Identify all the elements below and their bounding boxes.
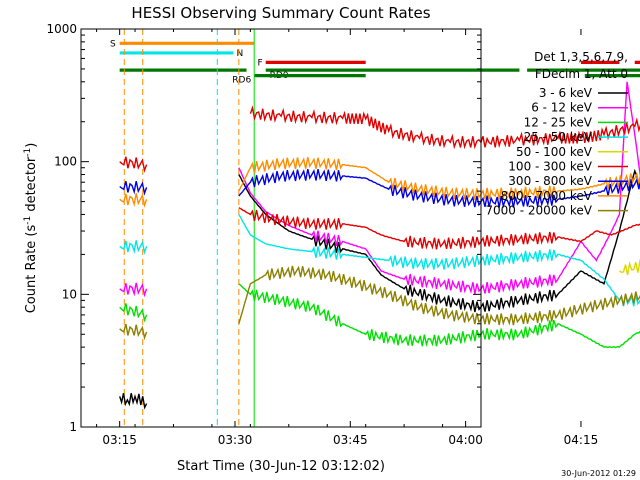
legend-header-1: Det 1,3,5,6,7,9, — [534, 50, 628, 64]
series-7000-20000-kev — [238, 265, 640, 326]
footer-timestamp: 30-Jun-2012 01:29 — [561, 469, 636, 478]
series-6-12-kev — [238, 81, 640, 295]
flag-label-n: N — [236, 49, 243, 59]
flag-label-rd6: RD6 — [232, 76, 251, 86]
legend-entry-label: 100 - 300 keV — [508, 160, 592, 174]
chart-title: HESSI Observing Summary Count Rates — [131, 4, 430, 22]
x-tick-label: 03:45 — [333, 433, 368, 447]
series-800-7000-kev — [119, 193, 148, 208]
attenuator-markers — [123, 29, 255, 427]
y-tick-label: 100 — [54, 155, 77, 169]
y-axis-label: Count Rate (s-1 detector-1) — [23, 143, 39, 314]
flag-bars: SNFRD0RD6 — [110, 39, 640, 86]
legend-header-2: FDecim 1, Att 0 — [535, 67, 628, 81]
legend-entry-label: 12 - 25 keV — [524, 115, 593, 129]
y-tick-label: 1000 — [46, 22, 77, 36]
x-tick-label: 04:00 — [448, 433, 483, 447]
series-25-50-kev — [119, 240, 148, 255]
flag-label-s: S — [110, 39, 116, 49]
y-axis-ticks: 1 10 100 1000 — [46, 22, 481, 434]
series-300-800-kev — [238, 168, 640, 209]
series-6-12-kev — [119, 282, 148, 298]
series-100-300-kev — [238, 207, 640, 250]
legend-entry-label: 3 - 6 keV — [539, 86, 593, 100]
series-12-25-kev — [119, 303, 148, 323]
y-tick-label: 10 — [62, 287, 77, 301]
series-100-300-kev — [119, 156, 148, 173]
legend-entry-label: 25 - 50 keV — [524, 130, 593, 144]
legend-entry-label: 50 - 100 keV — [516, 145, 593, 159]
legend-entry-label: 6 - 12 keV — [531, 101, 593, 115]
legend-entry-label: 300 - 800 keV — [508, 174, 592, 188]
x-tick-label: 03:15 — [102, 433, 137, 447]
x-axis-label: Start Time (30-Jun-12 03:12:02) — [177, 459, 385, 474]
legend-entry-label: 7000 - 20000 keV — [485, 204, 592, 218]
x-tick-label: 03:30 — [218, 433, 253, 447]
series-300-800-kev — [119, 180, 148, 196]
series-3-6-kev — [238, 168, 640, 313]
series-50-100-kev — [619, 258, 640, 276]
legend-entry-label: 800 - 7000 keV — [501, 189, 593, 203]
series-7000-20000-kev — [119, 323, 148, 341]
plot-frame — [80, 28, 482, 428]
series-12-25-kev — [238, 283, 640, 349]
y-tick-label: 1 — [69, 420, 77, 434]
flag-label-f: F — [258, 58, 263, 68]
series-800-7000-kev — [238, 157, 640, 201]
legend: Det 1,3,5,6,7,9, FDecim 1, Att 0 3 - 6 k… — [485, 50, 628, 218]
series-25-50-kev — [238, 214, 640, 307]
x-tick-label: 04:15 — [564, 433, 599, 447]
series-100-300-kev — [249, 105, 640, 150]
series-3-6-kev — [119, 393, 148, 410]
series-lines — [119, 81, 640, 410]
